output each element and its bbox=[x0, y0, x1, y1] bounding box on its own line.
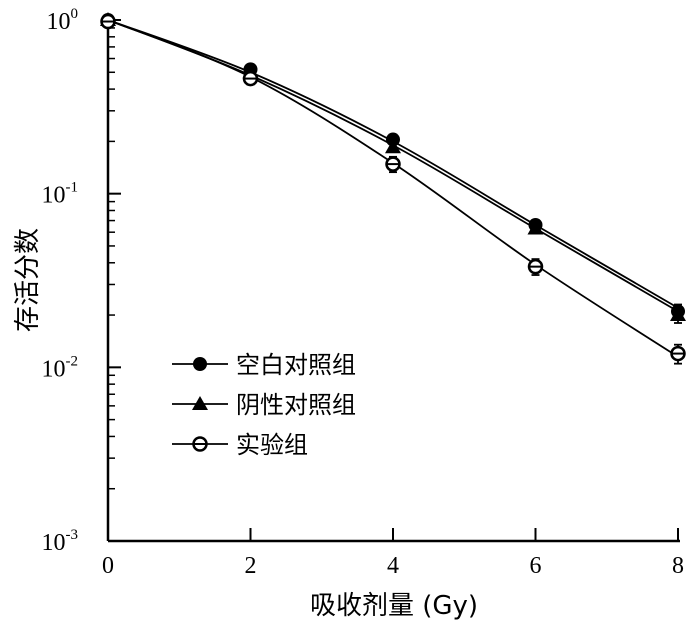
data-point bbox=[670, 307, 686, 322]
fit-curves bbox=[107, 19, 679, 358]
y-tick-label: 10-3 bbox=[42, 527, 79, 556]
y-tick-label: 10-2 bbox=[42, 353, 79, 382]
data-point bbox=[385, 139, 401, 154]
data-point bbox=[670, 345, 686, 362]
data-point bbox=[527, 220, 544, 235]
legend-label: 空白对照组 bbox=[236, 351, 356, 379]
legend-marker bbox=[192, 436, 208, 452]
y-tick-label: 100 bbox=[47, 6, 79, 35]
data-point bbox=[527, 258, 544, 275]
data-points bbox=[100, 12, 686, 365]
data-point bbox=[242, 70, 259, 87]
x-tick-label: 6 bbox=[530, 553, 542, 579]
data-point bbox=[385, 156, 401, 172]
data-point bbox=[100, 13, 116, 30]
x-tick-label: 2 bbox=[245, 553, 257, 579]
fit-curve-series-3 bbox=[107, 19, 679, 358]
x-axis-title: 吸收剂量 (Gy) bbox=[310, 591, 478, 621]
y-minor-ticks bbox=[108, 27, 115, 490]
y-axis-title: 存活分数 bbox=[13, 228, 43, 332]
x-tick-label: 4 bbox=[387, 553, 399, 579]
axes bbox=[106, 18, 680, 543]
x-tick-label: 8 bbox=[672, 553, 684, 579]
legend-label: 阴性对照组 bbox=[236, 391, 356, 419]
y-tick-label: 10-1 bbox=[42, 180, 79, 209]
x-tick-label: 0 bbox=[102, 553, 114, 579]
y-ticks: 100 10-1 10-2 10-3 bbox=[42, 6, 121, 556]
x-ticks: 0 2 4 6 8 bbox=[102, 528, 684, 579]
legend-marker bbox=[192, 396, 208, 410]
legend-label: 实验组 bbox=[236, 431, 308, 459]
legend-marker bbox=[193, 357, 207, 371]
